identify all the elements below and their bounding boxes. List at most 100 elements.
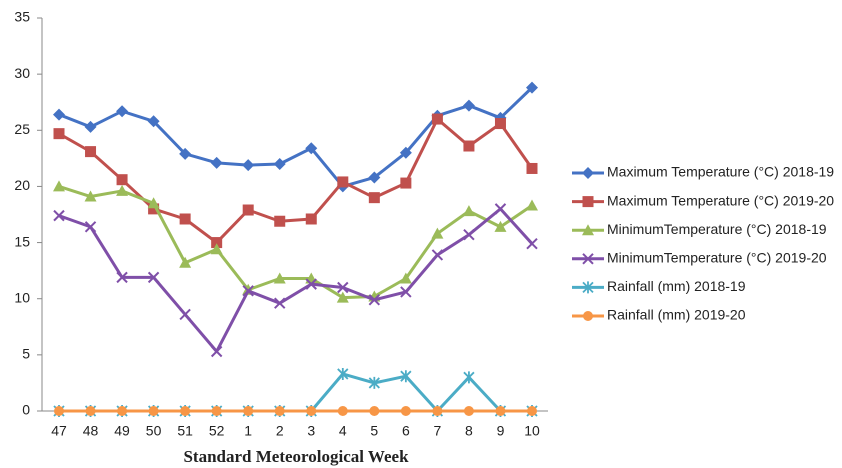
marker (463, 371, 475, 384)
legend-label: Rainfall (mm) 2018-19 (607, 278, 746, 294)
marker (337, 281, 349, 294)
marker (526, 162, 538, 174)
marker (494, 118, 506, 130)
x-tick-label: 51 (177, 423, 193, 439)
y-tick-label: 20 (14, 177, 30, 193)
legend-label: Rainfall (mm) 2019-20 (607, 307, 746, 323)
marker (369, 406, 380, 416)
marker (242, 159, 255, 172)
marker (274, 297, 286, 309)
marker (180, 406, 191, 416)
series-line (58, 185, 533, 300)
x-tick-label: 6 (402, 423, 410, 439)
marker (242, 204, 254, 216)
marker (400, 286, 412, 298)
marker (179, 213, 191, 225)
legend-marker (582, 281, 594, 294)
marker (400, 177, 412, 189)
marker (116, 271, 128, 284)
marker (431, 249, 444, 261)
marker (463, 406, 474, 416)
y-tick-label: 5 (22, 346, 30, 362)
marker (147, 115, 160, 128)
marker (432, 406, 443, 416)
y-tick-label: 30 (14, 65, 30, 81)
marker (84, 221, 97, 233)
legend-label: MinimumTemperature (°C) 2019-20 (607, 250, 827, 266)
marker (494, 220, 507, 232)
legend-label: Maximum Temperature (°C) 2018-19 (607, 164, 834, 180)
marker (243, 406, 254, 416)
marker (305, 213, 317, 225)
marker (84, 190, 97, 202)
marker (305, 142, 318, 155)
x-tick-label: 10 (524, 423, 540, 439)
marker (526, 199, 538, 211)
marker (179, 147, 192, 160)
marker (53, 209, 65, 222)
marker (368, 192, 380, 204)
x-tick-label: 3 (307, 423, 315, 439)
x-tick-label: 4 (339, 423, 347, 439)
x-tick-label: 52 (209, 423, 225, 439)
y-tick-label: 25 (14, 121, 30, 137)
series-line (58, 207, 534, 353)
marker (147, 197, 160, 209)
marker (116, 105, 129, 118)
x-tick-label: 5 (370, 423, 378, 439)
marker (399, 272, 412, 284)
series-line (58, 86, 534, 188)
marker (210, 156, 223, 169)
marker (85, 406, 96, 416)
marker (210, 345, 223, 358)
marker (53, 108, 65, 121)
marker (368, 294, 381, 306)
x-tick-label: 9 (497, 423, 505, 439)
marker (463, 140, 475, 152)
marker (179, 256, 192, 268)
marker (210, 243, 223, 255)
marker (368, 171, 381, 184)
marker (336, 291, 349, 303)
marker (147, 271, 160, 284)
marker (117, 406, 128, 416)
marker (462, 205, 475, 217)
marker (399, 146, 412, 159)
marker (116, 184, 129, 196)
marker (273, 272, 286, 284)
marker (368, 376, 380, 389)
marker (431, 227, 444, 239)
legend-marker (582, 196, 594, 208)
legend-marker (582, 224, 594, 236)
marker (85, 146, 97, 158)
marker (337, 367, 349, 380)
y-tick-label: 10 (14, 289, 30, 305)
x-tick-label: 50 (146, 423, 162, 439)
marker (148, 203, 160, 215)
marker (431, 113, 443, 125)
x-axis-title: Standard Meteorological Week (183, 447, 409, 466)
x-tick-label: 2 (276, 423, 284, 439)
legend-label: Maximum Temperature (°C) 2019-20 (607, 192, 834, 208)
series-line (59, 372, 532, 413)
x-tick-label: 47 (51, 423, 67, 439)
x-tick-label: 8 (465, 423, 473, 439)
marker (305, 278, 317, 290)
legend-marker (583, 311, 593, 321)
series-line (58, 117, 534, 245)
marker (116, 174, 128, 186)
x-tick-label: 1 (244, 423, 252, 439)
marker (526, 81, 538, 94)
marker (148, 406, 159, 416)
marker (306, 406, 317, 416)
marker (211, 237, 223, 249)
marker (179, 308, 191, 321)
marker (337, 176, 349, 188)
marker (54, 406, 64, 416)
x-tick-label: 48 (83, 423, 99, 439)
y-tick-label: 0 (22, 402, 30, 418)
marker (526, 237, 538, 250)
legend-label: MinimumTemperature (°C) 2018-19 (607, 221, 827, 237)
marker (84, 120, 97, 133)
marker (273, 157, 286, 170)
